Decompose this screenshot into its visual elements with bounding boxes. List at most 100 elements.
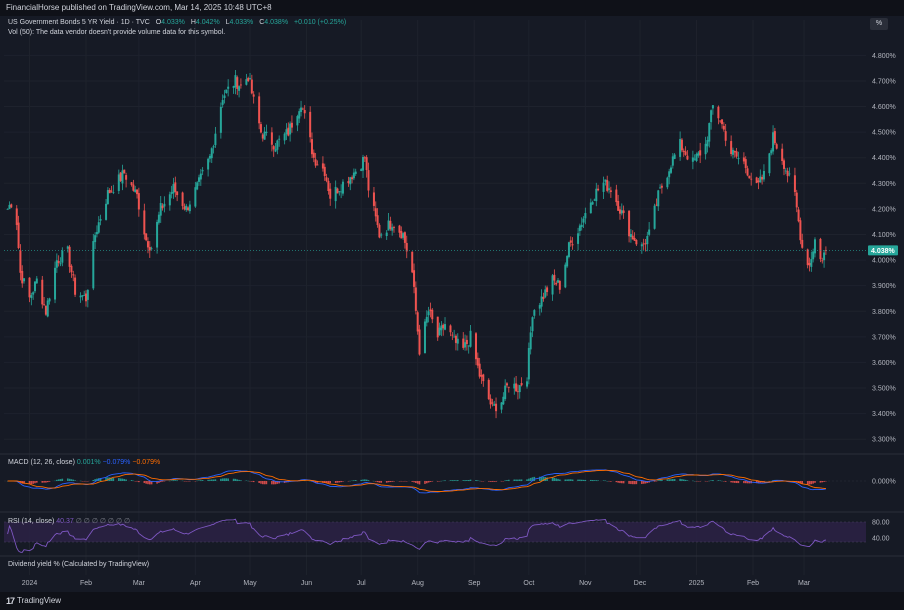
macd-histogram-bar [429, 481, 432, 482]
candle [456, 338, 459, 344]
candle [558, 280, 561, 290]
macd-histogram-bar [364, 479, 366, 481]
macd-histogram-bar [198, 480, 200, 481]
macd-histogram-bar [564, 479, 567, 481]
candle [238, 86, 241, 91]
macd-histogram-bar [542, 476, 545, 481]
symbol-title: US Government Bonds 5 YR Yield · 1D · TV… [8, 19, 150, 26]
macd-histogram-bar [682, 479, 685, 481]
candle [578, 225, 581, 231]
candle [312, 152, 315, 158]
candle [15, 208, 18, 225]
macd-histogram-bar [466, 480, 468, 481]
candle [733, 150, 736, 153]
price-axis[interactable] [868, 16, 904, 592]
candle [316, 164, 319, 166]
candle [283, 133, 286, 141]
macd-histogram-bar [467, 480, 470, 481]
macd-histogram-bar [477, 480, 479, 481]
candle [181, 192, 184, 207]
macd-histogram-bar [156, 481, 158, 484]
candle [500, 402, 503, 410]
candle [327, 180, 330, 192]
candle [41, 279, 44, 305]
chart-area[interactable] [0, 16, 868, 592]
candle [467, 345, 470, 347]
macd-histogram-bar [551, 477, 554, 481]
candle [577, 233, 580, 244]
macd-histogram-bar [34, 481, 36, 484]
candle [21, 271, 24, 284]
candle [199, 173, 202, 180]
macd-histogram-bar [622, 481, 625, 484]
macd-histogram-bar [389, 481, 392, 483]
candle [444, 324, 447, 330]
candle [691, 157, 694, 162]
volume-note: Vol (50): The data vendor doesn't provid… [8, 29, 226, 36]
candle [533, 310, 536, 316]
macd-histogram-bar [174, 480, 177, 481]
candle [622, 210, 625, 213]
macd-histogram-bar [274, 481, 277, 485]
macd-histogram-bar [329, 481, 332, 484]
macd-histogram-bar [271, 481, 273, 485]
candle [17, 222, 20, 249]
macd-histogram-bar [225, 478, 228, 481]
macd-histogram-bar [393, 481, 395, 482]
candle [755, 177, 758, 184]
last-price-label: 4.038% [871, 248, 896, 255]
macd-histogram-bar [96, 478, 98, 481]
candle [821, 260, 824, 262]
macd-histogram-bar [628, 481, 630, 484]
candle [569, 240, 572, 243]
candle [245, 79, 248, 85]
candle [70, 265, 73, 273]
candle [657, 190, 660, 207]
macd-histogram-bar [580, 479, 583, 481]
candle [287, 127, 290, 136]
candle [389, 220, 392, 229]
macd-histogram-bar [464, 480, 466, 481]
candle [553, 274, 556, 281]
macd-histogram-bar [258, 481, 260, 483]
candle [30, 295, 33, 298]
candle [188, 204, 191, 212]
candle [352, 172, 355, 179]
candle [44, 305, 47, 315]
candle [704, 143, 707, 155]
candle [48, 298, 51, 302]
percent-scale-button[interactable]: % [870, 18, 888, 30]
candle [387, 220, 390, 231]
candle [544, 289, 547, 298]
macd-histogram-bar [508, 479, 510, 481]
candle [134, 189, 137, 193]
macd-histogram-bar [730, 481, 732, 483]
macd-histogram-bar [436, 481, 439, 482]
y-tick-label: 3.500% [872, 386, 896, 393]
candle [438, 327, 441, 336]
candle [819, 238, 822, 260]
candle [464, 342, 467, 348]
open-label: O [155, 19, 162, 26]
candle [55, 260, 58, 268]
candle [812, 251, 815, 260]
macd-label: MACD (12, 26, close) [8, 459, 75, 466]
candle [33, 281, 36, 292]
candle [642, 243, 645, 245]
macd-histogram-bar [354, 480, 357, 481]
macd-histogram-bar [130, 480, 133, 481]
candle [23, 278, 26, 282]
candle [476, 357, 479, 366]
candle [602, 182, 605, 192]
macd-histogram-bar [668, 479, 670, 481]
macd-histogram-bar [717, 480, 720, 481]
candle [520, 383, 523, 386]
macd-histogram-bar [360, 479, 362, 481]
candle [531, 317, 534, 332]
candle [633, 237, 636, 241]
candle [219, 106, 222, 133]
candle [609, 190, 612, 192]
tradingview-logo[interactable]: 17 TradingView [6, 592, 61, 610]
macd-signal-value: −0.079% [132, 459, 161, 466]
